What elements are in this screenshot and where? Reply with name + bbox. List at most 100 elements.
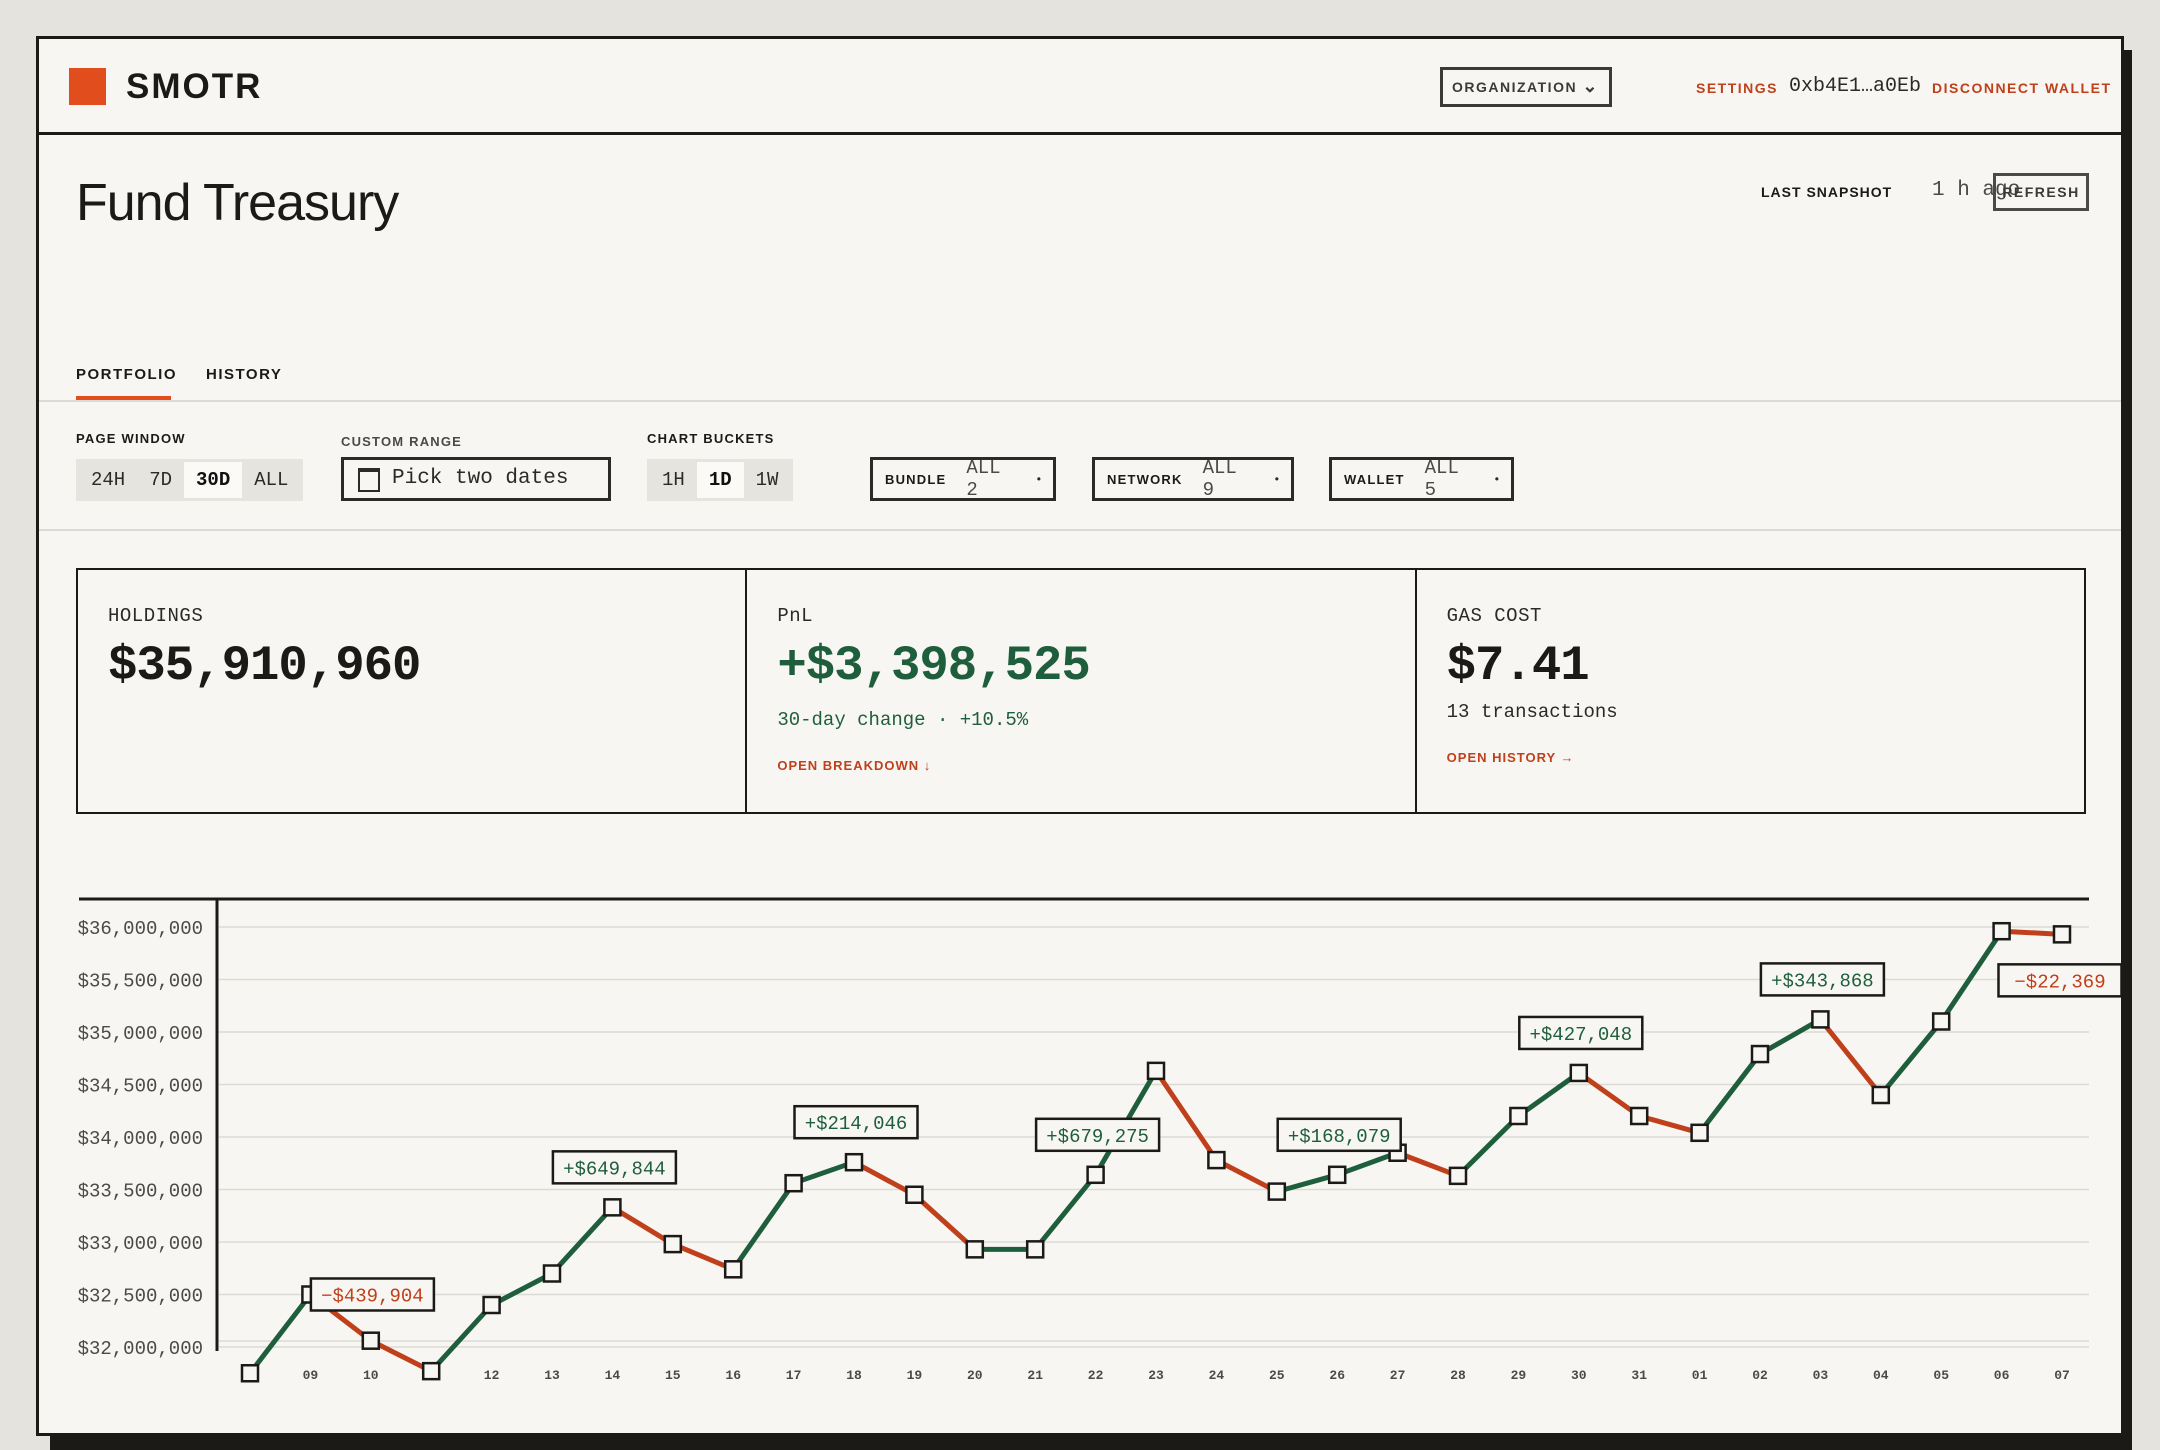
x-tick-label: 14 xyxy=(605,1368,621,1383)
series-segment xyxy=(1213,1157,1280,1195)
gas-cost-label: GAS COST xyxy=(1446,605,1542,627)
y-tick-label: $33,500,000 xyxy=(78,1181,203,1203)
divider xyxy=(39,400,2121,402)
series-segment xyxy=(791,1159,857,1186)
change-annotation-box xyxy=(551,1150,678,1185)
bundle-dropdown[interactable]: BUNDLE ALL 2 • xyxy=(870,457,1056,501)
organization-select[interactable]: ORGANIZATION ⌄ xyxy=(1440,67,1612,107)
dropdown-dot-icon: • xyxy=(1036,472,1041,486)
series-segment xyxy=(1515,1070,1582,1119)
series-segment xyxy=(1999,928,2065,937)
data-point xyxy=(2052,925,2072,944)
data-point xyxy=(1448,1166,1468,1186)
series-segment xyxy=(1636,1113,1703,1136)
open-breakdown-link[interactable]: OPEN BREAKDOWN ↓ xyxy=(777,758,932,773)
page-window-label: PAGE WINDOW xyxy=(76,431,186,446)
network-label: NETWORK xyxy=(1107,471,1183,487)
last-snapshot-label: LAST SNAPSHOT xyxy=(1761,184,1893,200)
holdings-line-chart: $32,000,000 $32,500,000 $33,000,000 $33,500… xyxy=(78,897,2121,1383)
data-point xyxy=(1871,1085,1891,1105)
network-dropdown[interactable]: NETWORK ALL 9 • xyxy=(1092,457,1294,501)
x-tick-label: 16 xyxy=(725,1368,741,1383)
series-segment xyxy=(1697,1051,1763,1136)
page-window-all[interactable]: ALL xyxy=(254,469,289,491)
data-point xyxy=(1629,1106,1649,1126)
transaction-count: 13 transactions xyxy=(1446,701,1618,723)
x-tick-label: 18 xyxy=(846,1368,862,1383)
disconnect-wallet-link[interactable]: DISCONNECT WALLET xyxy=(1932,80,2112,96)
holdings-value: $35,910,960 xyxy=(108,638,421,694)
data-point xyxy=(1569,1063,1589,1083)
page-title: Fund Treasury xyxy=(76,174,399,232)
data-point xyxy=(1811,1010,1830,1029)
divider xyxy=(39,529,2121,531)
page-window-30d[interactable]: 30D xyxy=(184,462,243,498)
data-point xyxy=(421,1361,441,1381)
data-point xyxy=(1750,1044,1770,1064)
x-tick-label: 26 xyxy=(1329,1368,1345,1383)
x-tick-label: 17 xyxy=(786,1368,802,1383)
series-segment xyxy=(911,1192,978,1252)
data-point xyxy=(1509,1106,1528,1126)
data-point xyxy=(1267,1182,1287,1201)
page-window-segmented: 24H 7D 30D ALL xyxy=(76,459,304,501)
bundle-label: BUNDLE xyxy=(885,471,947,487)
data-point xyxy=(1690,1123,1709,1143)
bundle-value: ALL 2 xyxy=(966,457,1001,501)
page-window-24h[interactable]: 24H xyxy=(91,469,126,491)
tab-history[interactable]: HISTORY xyxy=(206,366,283,383)
chart-bucket-1w[interactable]: 1W xyxy=(755,469,779,491)
y-tick-label: $36,000,000 xyxy=(78,918,203,940)
chart-bucket-1h[interactable]: 1H xyxy=(662,469,685,491)
x-tick-label: 29 xyxy=(1511,1368,1527,1383)
change-annotation-label: +$214,046 xyxy=(805,1113,908,1135)
settings-link[interactable]: SETTINGS xyxy=(1696,80,1779,96)
change-annotation-box xyxy=(309,1277,436,1312)
chart-buckets-segmented: 1H 1D 1W xyxy=(647,459,794,501)
series-segment xyxy=(489,1271,555,1308)
pnl-change: 30-day change · +10.5% xyxy=(777,709,1029,731)
refresh-button[interactable]: REFRESH xyxy=(1993,173,2089,211)
change-annotation-box xyxy=(1276,1117,1402,1153)
custom-range-input[interactable]: Pick two dates xyxy=(341,457,611,501)
series-segment xyxy=(1878,1019,1944,1098)
organization-select-label: ORGANIZATION xyxy=(1452,79,1578,95)
x-tick-label: 28 xyxy=(1450,1368,1466,1383)
data-point xyxy=(1025,1240,1045,1259)
change-annotation-box xyxy=(1034,1117,1161,1153)
wallet-dropdown[interactable]: WALLET ALL 5 • xyxy=(1329,457,1514,501)
calendar-icon xyxy=(358,468,380,492)
series-segment xyxy=(247,1292,313,1376)
data-point xyxy=(784,1173,803,1193)
data-point xyxy=(361,1331,381,1350)
x-tick-label: 15 xyxy=(665,1368,681,1383)
app-name[interactable]: SMOTR xyxy=(126,67,263,106)
chart-buckets-label: CHART BUCKETS xyxy=(647,431,775,446)
data-point xyxy=(965,1240,985,1259)
change-annotation-label: +$649,844 xyxy=(563,1158,666,1180)
gas-cost-value: $7.41 xyxy=(1446,638,1590,694)
wallet-address: 0xb4E1…a0Eb xyxy=(1789,75,1922,98)
data-point xyxy=(542,1264,562,1283)
dropdown-dot-icon: • xyxy=(1494,472,1499,486)
data-point xyxy=(844,1152,864,1172)
tab-portfolio[interactable]: PORTFOLIO xyxy=(76,366,177,383)
x-tick-label: 04 xyxy=(1873,1368,1889,1383)
series-segment xyxy=(1757,1016,1823,1057)
y-tick-label: $35,500,000 xyxy=(78,971,203,993)
change-annotation-label: +$679,275 xyxy=(1046,1126,1149,1148)
change-annotation-label: +$343,868 xyxy=(1771,970,1874,992)
data-point xyxy=(723,1260,743,1279)
open-history-link[interactable]: OPEN HISTORY → xyxy=(1446,750,1575,765)
series-segment xyxy=(1395,1150,1461,1179)
series-segment xyxy=(1334,1150,1401,1178)
page-window-7d[interactable]: 7D xyxy=(149,469,173,491)
holdings-card: HOLDINGS $35,910,960 xyxy=(78,570,748,812)
x-tick-label: 25 xyxy=(1269,1368,1285,1383)
series-segment xyxy=(1817,1016,1884,1098)
series-segment xyxy=(1153,1068,1219,1163)
x-tick-label: 02 xyxy=(1752,1368,1768,1383)
data-point xyxy=(1931,1012,1951,1031)
chart-bucket-1d[interactable]: 1D xyxy=(696,462,744,498)
active-tab-indicator xyxy=(76,396,171,400)
